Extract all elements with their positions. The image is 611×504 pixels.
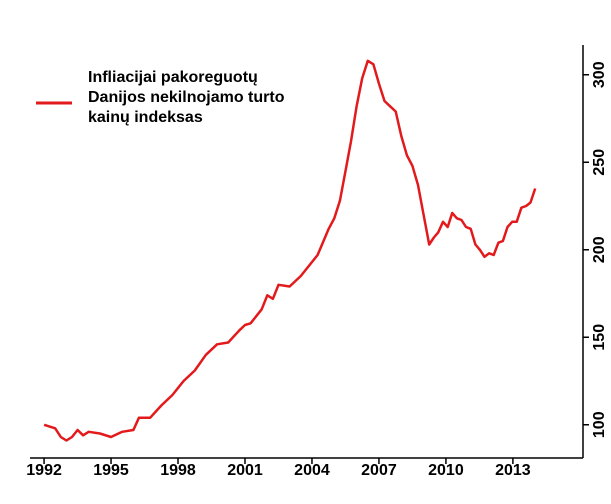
x-tick-label: 2007	[361, 462, 397, 479]
legend-label-box: Infliacijai pakoreguotų Danijos nekilnoj…	[88, 69, 285, 126]
x-tick-label: 1998	[160, 462, 196, 479]
x-tick-label: 1992	[26, 462, 62, 479]
y-tick-label: 200	[591, 236, 608, 263]
x-tick-label: 2004	[294, 462, 330, 479]
y-tick-label: 100	[591, 411, 608, 438]
x-tick-label: 2013	[495, 462, 531, 479]
data-line	[43, 59, 537, 442]
x-tick-label: 1995	[93, 462, 129, 479]
legend-label: Infliacijai pakoreguotų Danijos nekilnoj…	[88, 69, 285, 126]
x-tick-label: 2001	[227, 462, 263, 479]
y-tick-label: 250	[591, 149, 608, 176]
y-tick-label: 300	[591, 61, 608, 88]
y-tick-label: 150	[591, 324, 608, 351]
x-tick-label: 2010	[428, 462, 464, 479]
